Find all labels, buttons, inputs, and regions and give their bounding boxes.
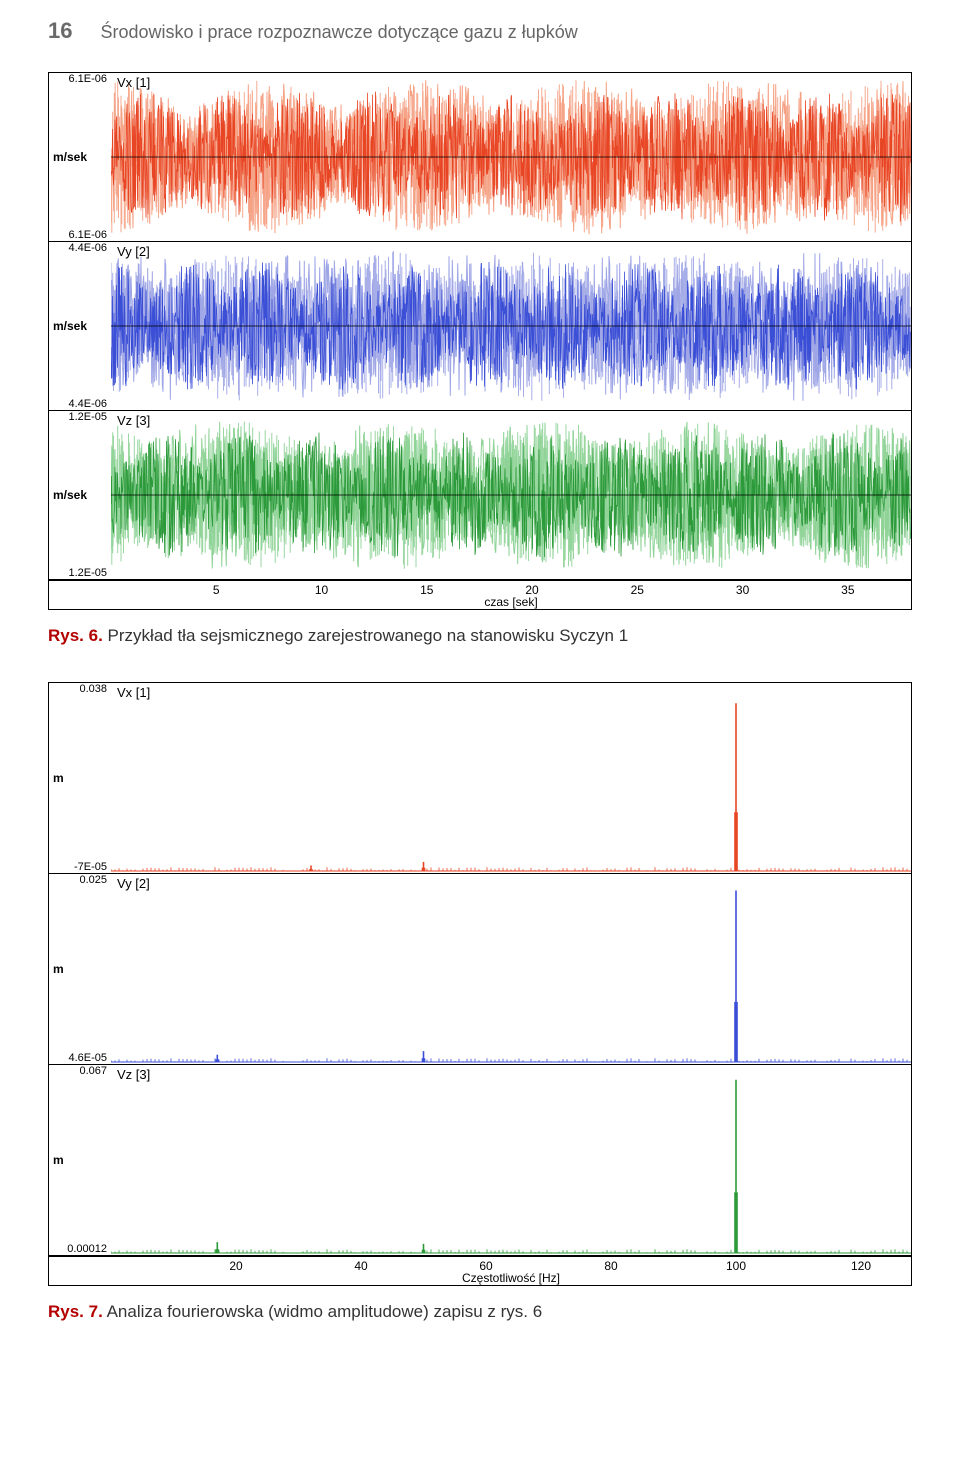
panel-3: 1.2E-05 m/sek 1.2E-05 Vz [3] xyxy=(49,411,911,580)
x-tick: 20 xyxy=(229,1259,242,1273)
y-axis: 0.025 m 4.6E-05 xyxy=(49,874,111,1064)
y-axis: 0.038 m -7E-05 xyxy=(49,683,111,873)
x-axis: 5101520253035czas [sek] xyxy=(49,580,911,609)
y-unit-label: m xyxy=(53,1153,64,1167)
y-unit-label: m/sek xyxy=(53,488,87,502)
figure-7-caption-text: Analiza fourierowska (widmo amplitudowe)… xyxy=(103,1302,542,1321)
page: 16 Środowisko i prace rozpoznawcze dotyc… xyxy=(0,0,960,1398)
running-header: 16 Środowisko i prace rozpoznawcze dotyc… xyxy=(0,0,960,72)
figure-6-caption: Rys. 6. Przykład tła sejsmicznego zareje… xyxy=(48,626,912,646)
x-axis-label: Częstotliwość [Hz] xyxy=(462,1271,560,1285)
series-label: Vy [2] xyxy=(117,876,150,891)
page-number: 16 xyxy=(48,18,72,44)
panel-3: 0.067 m 0.00012 Vz [3] xyxy=(49,1065,911,1256)
x-tick: 15 xyxy=(420,583,433,597)
y-axis: 1.2E-05 m/sek 1.2E-05 xyxy=(49,411,111,579)
figure-7-fourier-spectrum: 0.038m-7E-05 Vx [1]0.025m4.6E-05 Vy [2]0… xyxy=(48,682,912,1286)
plot-area xyxy=(111,411,911,579)
figure-6-caption-text: Przykład tła sejsmicznego zarejestrowane… xyxy=(103,626,628,645)
y-max-label: 0.025 xyxy=(79,874,107,886)
y-axis: 6.1E-06 m/sek 6.1E-06 xyxy=(49,73,111,241)
x-tick: 5 xyxy=(213,583,220,597)
y-unit-label: m xyxy=(53,962,64,976)
y-axis: 4.4E-06 m/sek 4.4E-06 xyxy=(49,242,111,410)
panel-1: 6.1E-06 m/sek 6.1E-06 Vx [1] xyxy=(49,73,911,242)
series-label: Vz [3] xyxy=(117,1067,150,1082)
running-title: Środowisko i prace rozpoznawcze dotycząc… xyxy=(100,22,577,43)
figure-7-tag: Rys. 7. xyxy=(48,1302,103,1321)
x-tick: 120 xyxy=(851,1259,871,1273)
y-min-label: 1.2E-05 xyxy=(68,567,107,579)
plot-area xyxy=(111,73,911,241)
y-max-label: 0.067 xyxy=(79,1065,107,1077)
series-label: Vx [1] xyxy=(117,685,150,700)
series-label: Vy [2] xyxy=(117,244,150,259)
x-tick: 40 xyxy=(354,1259,367,1273)
y-max-label: 0.038 xyxy=(79,683,107,695)
y-unit-label: m/sek xyxy=(53,319,87,333)
plot-area xyxy=(111,874,911,1064)
panel-1: 0.038 m -7E-05 Vx [1] xyxy=(49,683,911,874)
plot-area xyxy=(111,1065,911,1255)
series-label: Vx [1] xyxy=(117,75,150,90)
y-unit-label: m xyxy=(53,771,64,785)
y-min-label: 0.00012 xyxy=(67,1243,107,1255)
y-axis: 0.067 m 0.00012 xyxy=(49,1065,111,1255)
plot-area xyxy=(111,683,911,873)
y-max-label: 6.1E-06 xyxy=(68,73,107,85)
x-tick: 30 xyxy=(736,583,749,597)
y-min-label: 4.6E-05 xyxy=(68,1052,107,1064)
x-tick: 80 xyxy=(604,1259,617,1273)
plot-area xyxy=(111,242,911,410)
y-max-label: 1.2E-05 xyxy=(68,411,107,423)
x-tick: 35 xyxy=(841,583,854,597)
y-min-label: -7E-05 xyxy=(74,861,107,873)
x-tick: 10 xyxy=(315,583,328,597)
x-tick: 100 xyxy=(726,1259,746,1273)
y-min-label: 4.4E-06 xyxy=(68,398,107,410)
x-tick: 25 xyxy=(631,583,644,597)
figure-6-seismic-waveforms: 6.1E-06m/sek6.1E-06 Vx [1]4.4E-06m/sek4.… xyxy=(48,72,912,610)
y-min-label: 6.1E-06 xyxy=(68,229,107,241)
figure-6-tag: Rys. 6. xyxy=(48,626,103,645)
series-label: Vz [3] xyxy=(117,413,150,428)
panel-2: 0.025 m 4.6E-05 Vy [2] xyxy=(49,874,911,1065)
figure-7-caption: Rys. 7. Analiza fourierowska (widmo ampl… xyxy=(48,1302,912,1322)
panel-2: 4.4E-06 m/sek 4.4E-06 Vy [2] xyxy=(49,242,911,411)
y-max-label: 4.4E-06 xyxy=(68,242,107,254)
x-axis-label: czas [sek] xyxy=(484,595,537,609)
x-axis: 20406080100120Częstotliwość [Hz] xyxy=(49,1256,911,1285)
y-unit-label: m/sek xyxy=(53,150,87,164)
